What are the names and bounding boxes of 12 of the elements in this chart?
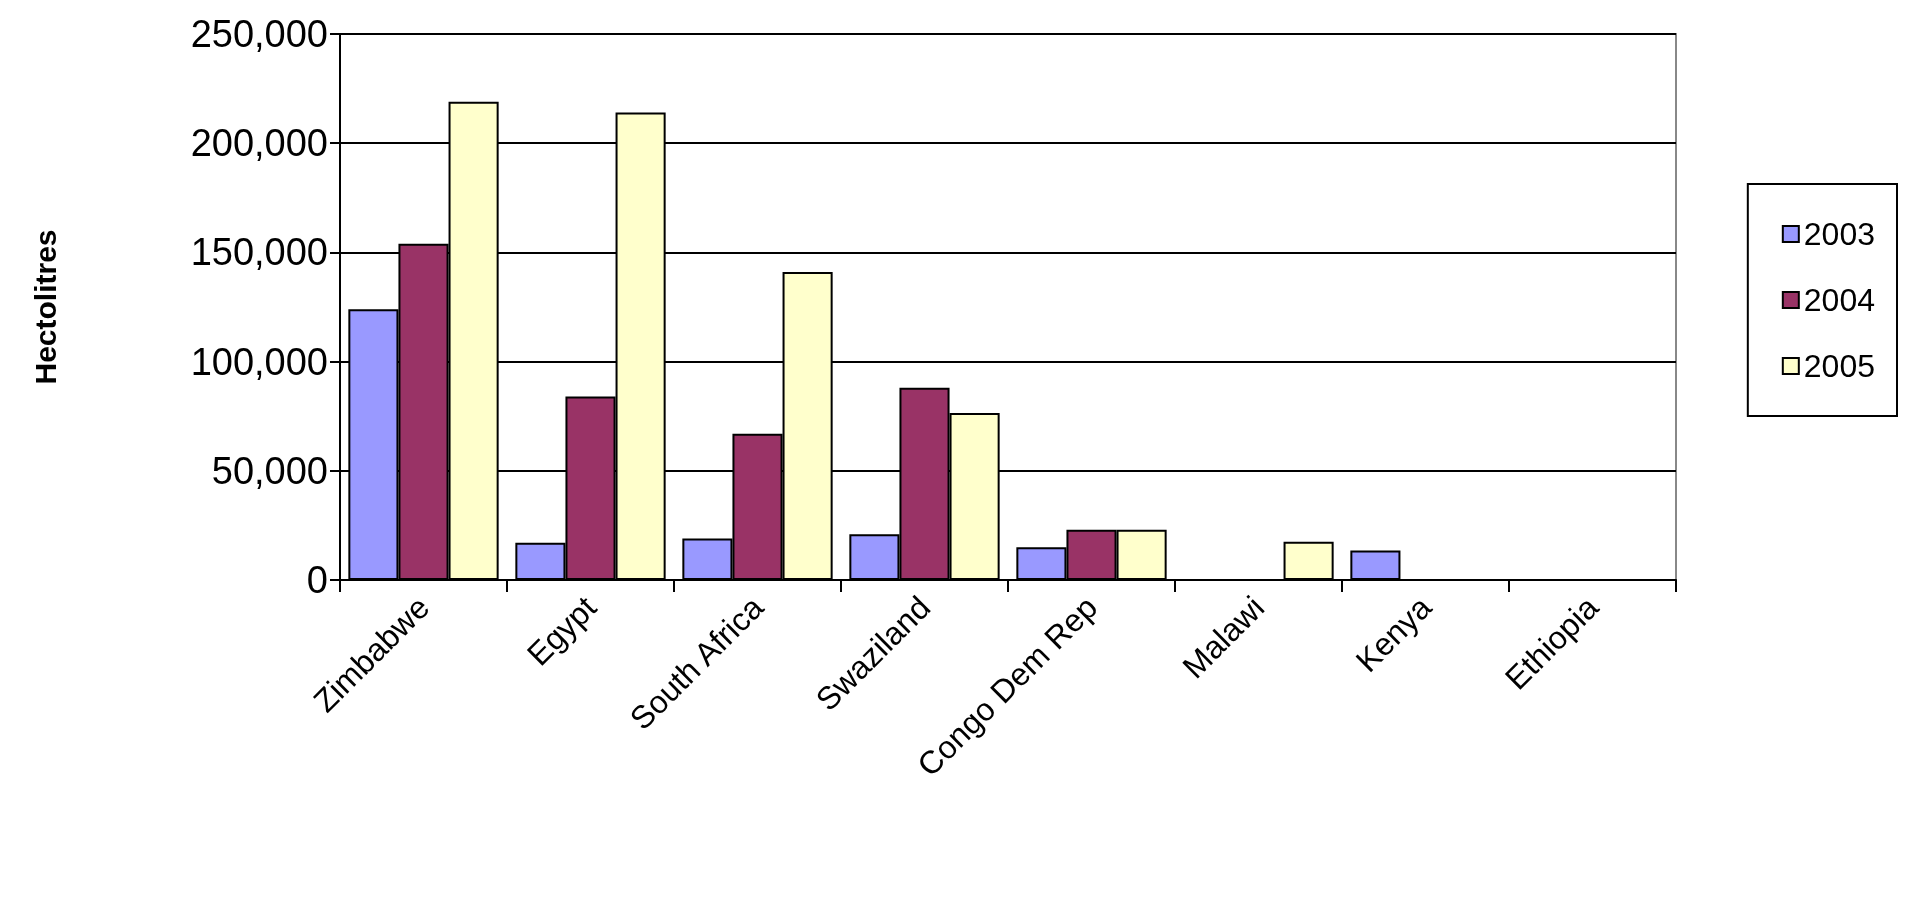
y-tick-label: 50,000 bbox=[211, 449, 328, 492]
y-tick-label: 100,000 bbox=[190, 340, 328, 383]
y-tick-label: 0 bbox=[306, 559, 328, 601]
y-tick-label: 150,000 bbox=[190, 231, 328, 274]
legend-label: 2004 bbox=[1803, 282, 1875, 318]
bar bbox=[1350, 550, 1401, 580]
y-axis-title: Hectolitres bbox=[28, 229, 62, 385]
legend-label: 2005 bbox=[1803, 348, 1875, 384]
y-tick-label: 200,000 bbox=[190, 122, 328, 165]
legend-label: 2003 bbox=[1803, 216, 1875, 252]
bar bbox=[1283, 541, 1334, 580]
y-tick-label: 250,000 bbox=[190, 13, 328, 55]
